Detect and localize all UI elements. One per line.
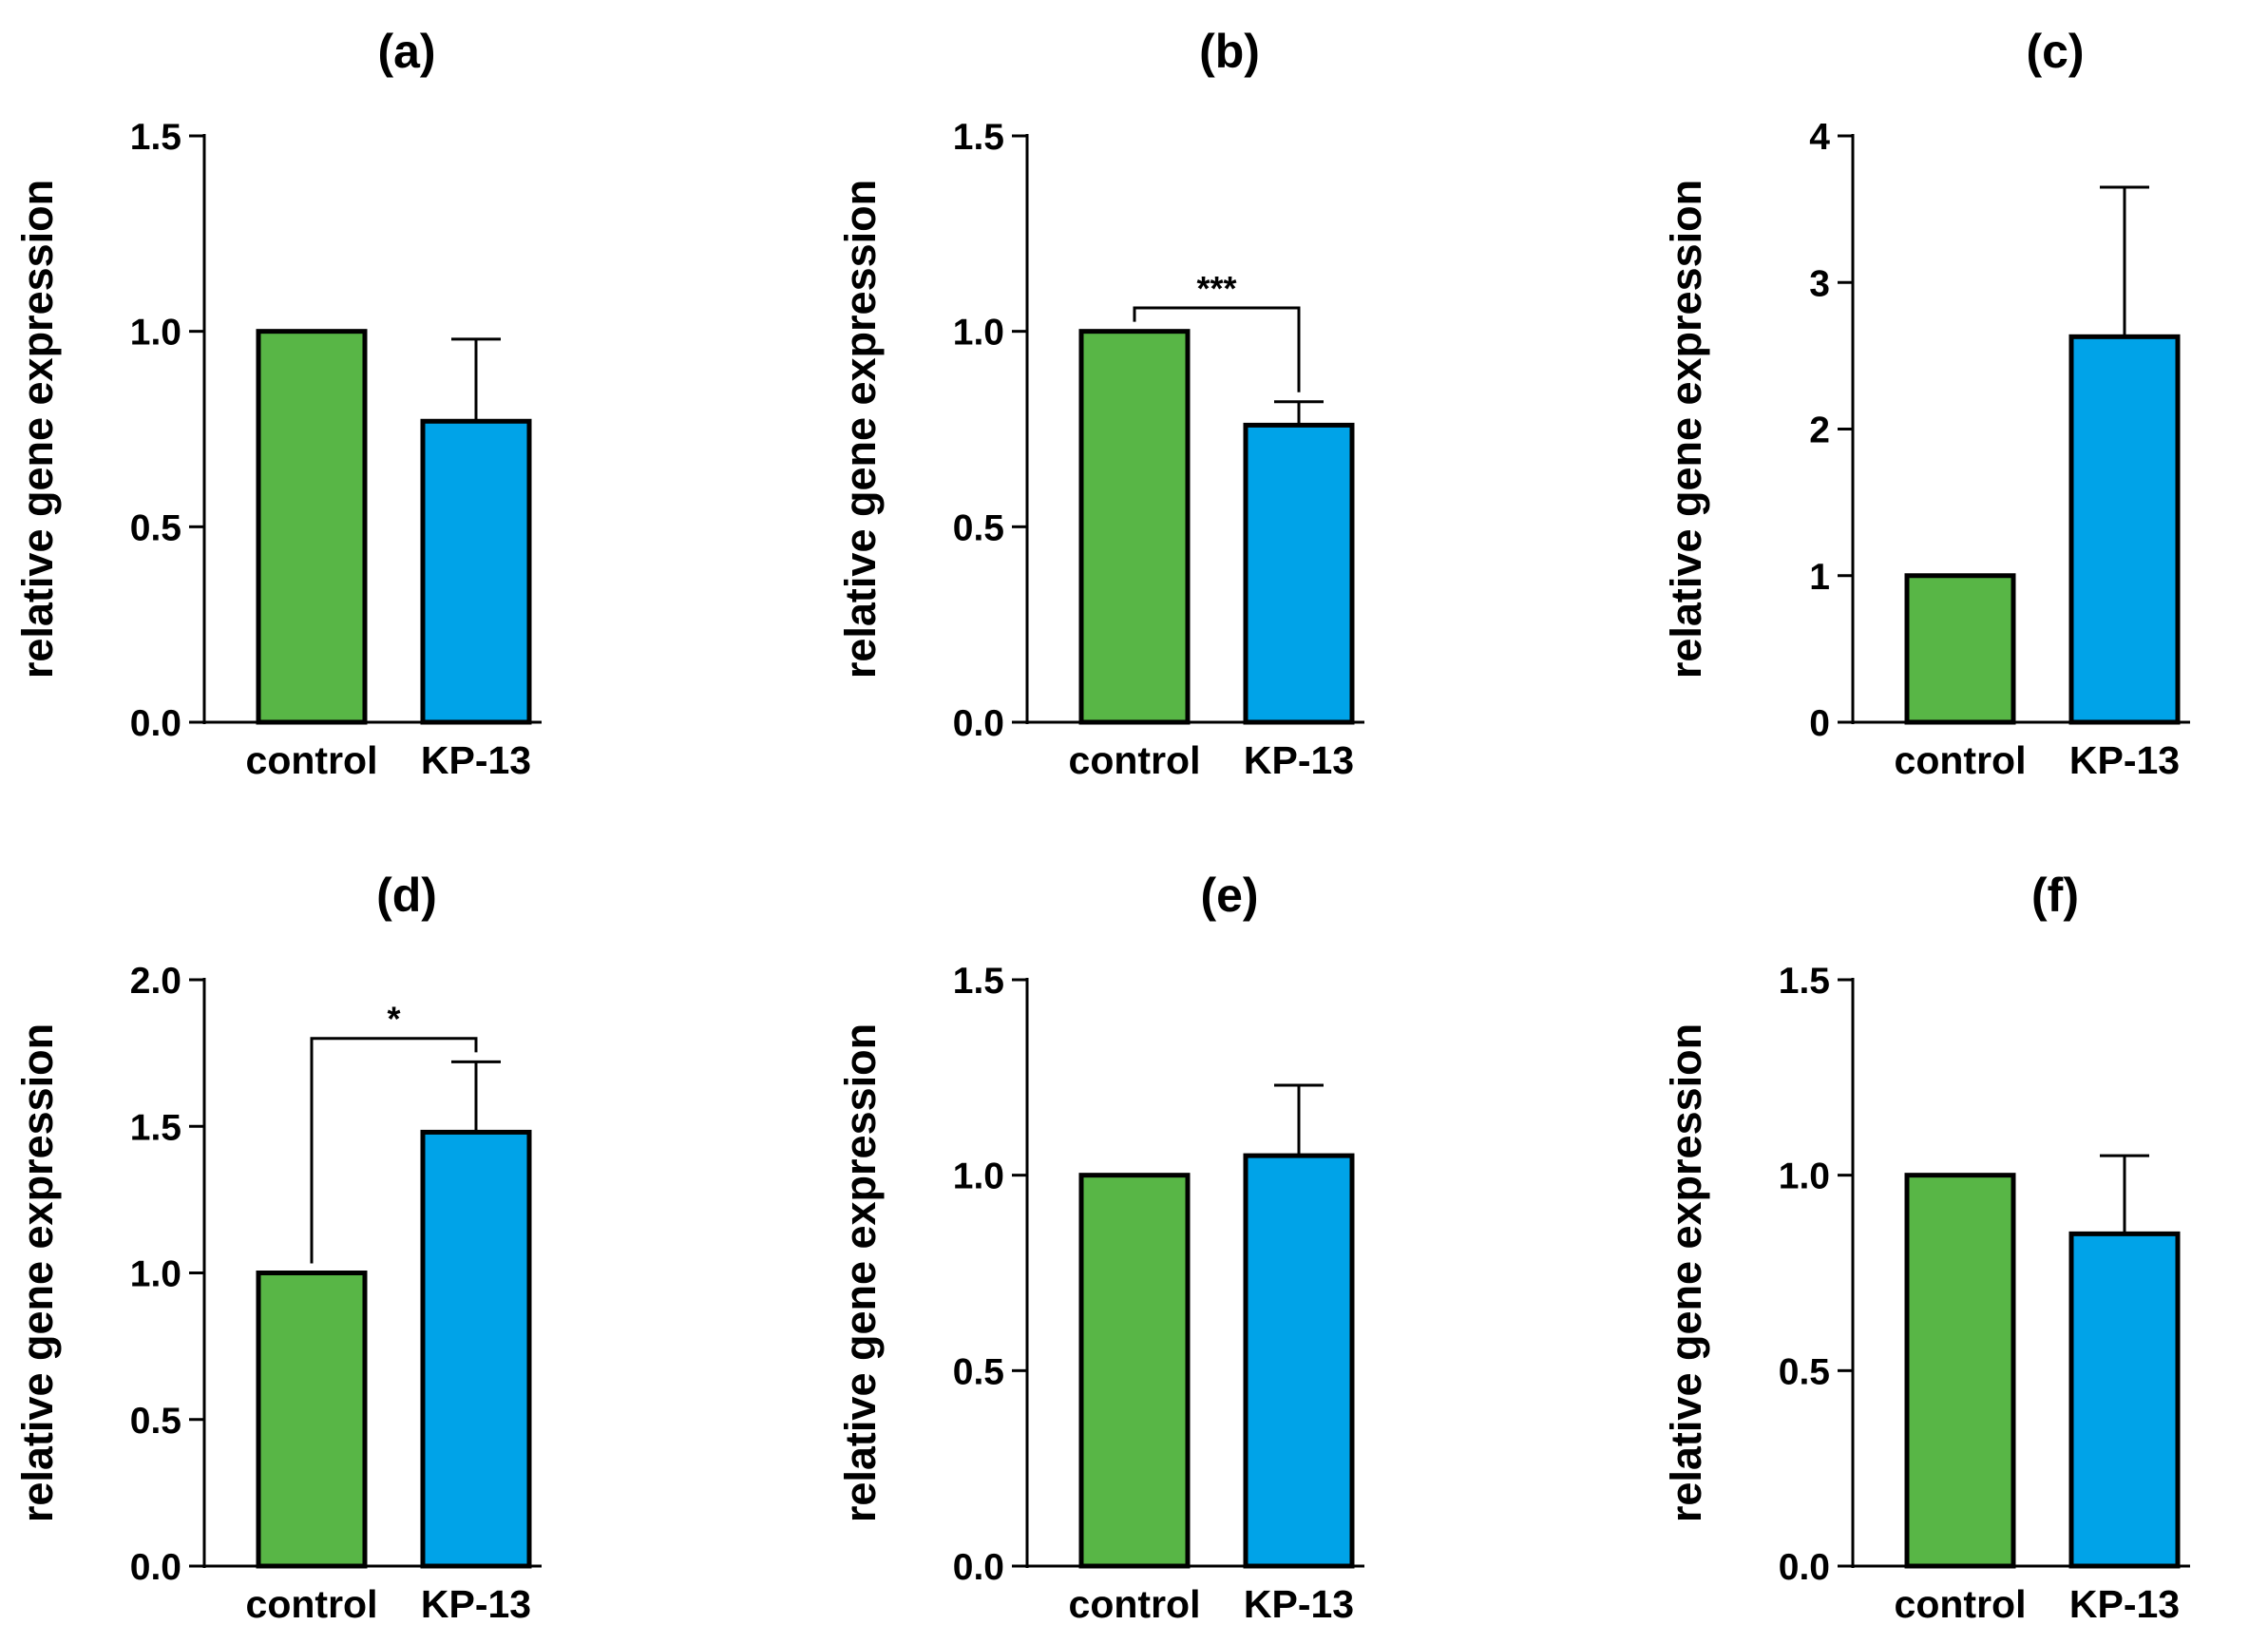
panel-d-significance-label: * — [387, 1000, 400, 1039]
panel-e-y-tick-label: 0.0 — [953, 1547, 1004, 1588]
panel-f-y-axis-label: relative gene expression — [1662, 1023, 1710, 1522]
panel-a-bar-control — [256, 329, 368, 725]
panel-d-y-tick-label: 0.5 — [130, 1401, 181, 1442]
panel-c-category-kp13: KP-13 — [2069, 738, 2180, 782]
panel-b-category-kp13: KP-13 — [1244, 738, 1354, 782]
panel-a-y-tick-label: 1.0 — [130, 313, 181, 354]
panel-c-y-tick-label: 2 — [1809, 411, 1830, 451]
panel-d-y-tick-label: 0.0 — [130, 1547, 181, 1588]
panel-e-y-tick-label: 1.0 — [953, 1157, 1004, 1197]
panel-a-category-kp13: KP-13 — [421, 738, 531, 782]
panel-b-y-tick-label: 0.5 — [953, 507, 1004, 548]
panel-e-bar-control — [1078, 1173, 1191, 1569]
panel-c-y-tick-label: 1 — [1809, 557, 1830, 598]
panel-d-title: (d) — [376, 869, 437, 922]
panel-b-error-bar-kp13 — [1274, 400, 1324, 426]
panel-b-significance-label: *** — [1196, 269, 1236, 308]
panel-c: (c) relative gene expression 0 1 2 3 4 control K… — [1662, 25, 2190, 782]
panel-d-y-tick-label: 1.5 — [130, 1107, 181, 1148]
panel-d-y-tick-label: 2.0 — [130, 961, 181, 1002]
panel-d-y-axis-label: relative gene expression — [13, 1023, 62, 1522]
panel-f-y-tick-label: 0.0 — [1779, 1547, 1830, 1588]
panel-f: (f) relative gene expression 0.0 0.5 1.0 1.5 c… — [1662, 869, 2190, 1626]
panel-a-category-control: control — [246, 738, 378, 782]
panel-b-y-tick-label: 1.5 — [953, 117, 1004, 158]
panel-f-bar-kp13 — [2068, 1231, 2181, 1569]
panel-e: (e) relative gene expression 0.0 0.5 1.0 1.5 c… — [836, 869, 1364, 1626]
panel-f-title: (f) — [2031, 869, 2079, 922]
panel-e-category-kp13: KP-13 — [1244, 1582, 1354, 1626]
panel-b-y-axis-label: relative gene expression — [836, 180, 885, 679]
panel-d-category-kp13: KP-13 — [421, 1582, 531, 1626]
panel-c-error-bar-kp13 — [2100, 185, 2149, 337]
panel-d-bar-kp13 — [420, 1129, 532, 1569]
panel-b-y-tick-label: 0.0 — [953, 703, 1004, 744]
panel-b-bar-kp13 — [1243, 422, 1355, 725]
panel-a-y-tick-label: 0.5 — [130, 507, 181, 548]
panel-c-y-tick-label: 4 — [1809, 117, 1830, 158]
panel-c-category-control: control — [1895, 738, 2027, 782]
panel-d-category-control: control — [246, 1582, 378, 1626]
panel-f-category-kp13: KP-13 — [2069, 1582, 2180, 1626]
panel-a-title: (a) — [377, 25, 435, 78]
panel-f-error-bar-kp13 — [2100, 1154, 2149, 1234]
panel-d-y-tick-label: 1.0 — [130, 1254, 181, 1295]
panel-f-category-control: control — [1895, 1582, 2027, 1626]
panel-d-significance-bracket: * — [310, 1000, 478, 1264]
panel-a-error-bar-kp13 — [451, 337, 501, 422]
panel-d-bar-control — [256, 1271, 368, 1569]
panel-c-bar-control — [1904, 573, 2016, 725]
panel-c-y-tick-label: 3 — [1809, 263, 1830, 304]
panel-e-bar-kp13 — [1243, 1153, 1355, 1569]
panel-b-y-tick-label: 1.0 — [953, 313, 1004, 354]
panel-e-y-tick-label: 1.5 — [953, 961, 1004, 1002]
panel-e-y-tick-label: 0.5 — [953, 1351, 1004, 1392]
panel-f-bar-control — [1904, 1173, 2016, 1569]
panel-b-category-control: control — [1069, 738, 1201, 782]
panel-f-y-tick-label: 1.5 — [1779, 961, 1830, 1002]
panel-b-bar-control — [1078, 329, 1191, 725]
panel-a-y-tick-label: 0.0 — [130, 703, 181, 744]
panel-f-y-tick-label: 0.5 — [1779, 1351, 1830, 1392]
panel-c-y-tick-label: 0 — [1809, 703, 1830, 744]
panel-f-y-tick-label: 1.0 — [1779, 1157, 1830, 1197]
panel-e-error-bar-kp13 — [1274, 1083, 1324, 1157]
panel-a-y-axis-label: relative gene expression — [13, 180, 62, 679]
panel-a-y-tick-label: 1.5 — [130, 117, 181, 158]
panel-b: (b) relative gene expression 0.0 0.5 1.0 1.5 c… — [836, 25, 1364, 782]
panel-d: (d) relative gene expression 0.0 0.5 1.0 1.5 2… — [13, 869, 542, 1626]
panel-e-title: (e) — [1200, 869, 1258, 922]
panel-c-y-axis-label: relative gene expression — [1662, 180, 1710, 679]
panel-d-error-bar-kp13 — [451, 1060, 501, 1133]
panel-e-y-axis-label: relative gene expression — [836, 1023, 885, 1522]
panel-c-title: (c) — [2026, 25, 2084, 78]
panel-b-significance-bracket: *** — [1133, 269, 1301, 392]
panel-e-category-control: control — [1069, 1582, 1201, 1626]
panel-a: (a) relative gene expression 0.0 0.5 1.0 1.5 c… — [13, 25, 542, 782]
panel-b-title: (b) — [1199, 25, 1260, 78]
panel-a-bar-kp13 — [420, 418, 532, 725]
panel-c-bar-kp13 — [2068, 334, 2181, 725]
